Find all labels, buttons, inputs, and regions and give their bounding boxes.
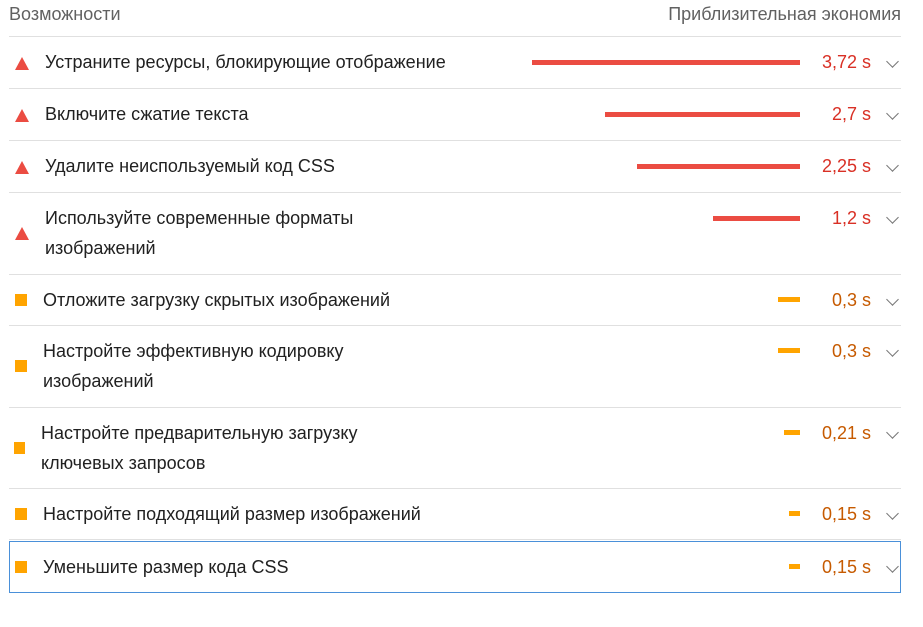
savings-bar — [789, 511, 800, 516]
chevron-down-icon[interactable] — [886, 211, 899, 224]
average-square-icon — [15, 360, 27, 372]
average-square-icon — [15, 294, 27, 306]
audit-saving: 0,15 s — [821, 504, 871, 524]
chevron-down-icon[interactable] — [886, 107, 899, 120]
savings-bar — [532, 60, 800, 65]
audit-saving: 3,72 s — [821, 52, 871, 72]
audit-title: Включите сжатие текста — [45, 104, 249, 124]
savings-bar — [789, 564, 800, 569]
audit-saving: 0,15 s — [821, 557, 871, 577]
savings-bar — [605, 112, 800, 117]
audit-title: Настройте подходящий размер изображений — [43, 504, 421, 524]
audit-row[interactable]: Настройте предварительную загрузку ключе… — [9, 408, 901, 489]
audit-row[interactable]: Настройте эффективную кодировку изображе… — [9, 326, 901, 408]
audit-title: Настройте эффективную кодировку изображе… — [43, 341, 344, 391]
savings-bar — [778, 348, 800, 353]
chevron-down-icon[interactable] — [886, 560, 899, 573]
audit-title: Устраните ресурсы, блокирующие отображен… — [45, 52, 446, 72]
estimated-savings-heading: Приблизительная экономия — [668, 4, 901, 24]
audit-saving: 0,3 s — [831, 341, 871, 361]
audit-saving: 2,7 s — [831, 104, 871, 124]
audit-row[interactable]: Отложите загрузку скрытых изображений 0,… — [9, 275, 901, 326]
audit-row[interactable]: Включите сжатие текста 2,7 s — [9, 89, 901, 141]
audit-row[interactable]: Устраните ресурсы, блокирующие отображен… — [9, 37, 901, 89]
savings-bar — [778, 297, 800, 302]
warning-triangle-icon — [15, 227, 29, 240]
warning-triangle-icon — [15, 57, 29, 70]
audit-saving: 0,3 s — [831, 290, 871, 310]
chevron-down-icon[interactable] — [886, 293, 899, 306]
audit-title: Удалите неиспользуемый код CSS — [45, 156, 335, 176]
chevron-down-icon[interactable] — [886, 507, 899, 520]
savings-bar — [784, 430, 800, 435]
chevron-down-icon[interactable] — [886, 55, 899, 68]
audit-row[interactable]: Используйте современные форматы изображе… — [9, 193, 901, 275]
audit-title: Отложите загрузку скрытых изображений — [43, 290, 391, 310]
audit-title: Настройте предварительную загрузку ключе… — [41, 423, 358, 473]
audit-row[interactable]: Настройте подходящий размер изображений … — [9, 489, 901, 540]
audit-title: Уменьшите размер кода CSS — [43, 557, 289, 577]
average-square-icon — [14, 442, 25, 454]
audit-saving: 2,25 s — [821, 156, 871, 176]
warning-triangle-icon — [15, 161, 29, 174]
audit-title: Используйте современные форматы изображе… — [45, 208, 354, 258]
savings-bar — [637, 164, 800, 169]
opportunities-heading: Возможности — [9, 4, 121, 24]
audit-saving: 1,2 s — [831, 208, 871, 228]
warning-triangle-icon — [15, 109, 29, 122]
chevron-down-icon[interactable] — [886, 159, 899, 172]
average-square-icon — [15, 561, 27, 573]
opportunities-header: Возможности Приблизительная экономия — [9, 0, 901, 37]
opportunities-panel: Возможности Приблизительная экономия Уст… — [9, 0, 901, 593]
audit-row[interactable]: Уменьшите размер кода CSS 0,15 s — [9, 541, 901, 593]
audit-row[interactable]: Удалите неиспользуемый код CSS 2,25 s — [9, 141, 901, 193]
chevron-down-icon[interactable] — [886, 426, 899, 439]
chevron-down-icon[interactable] — [886, 344, 899, 357]
savings-bar — [713, 216, 800, 221]
audit-saving: 0,21 s — [821, 423, 871, 443]
average-square-icon — [15, 508, 27, 520]
